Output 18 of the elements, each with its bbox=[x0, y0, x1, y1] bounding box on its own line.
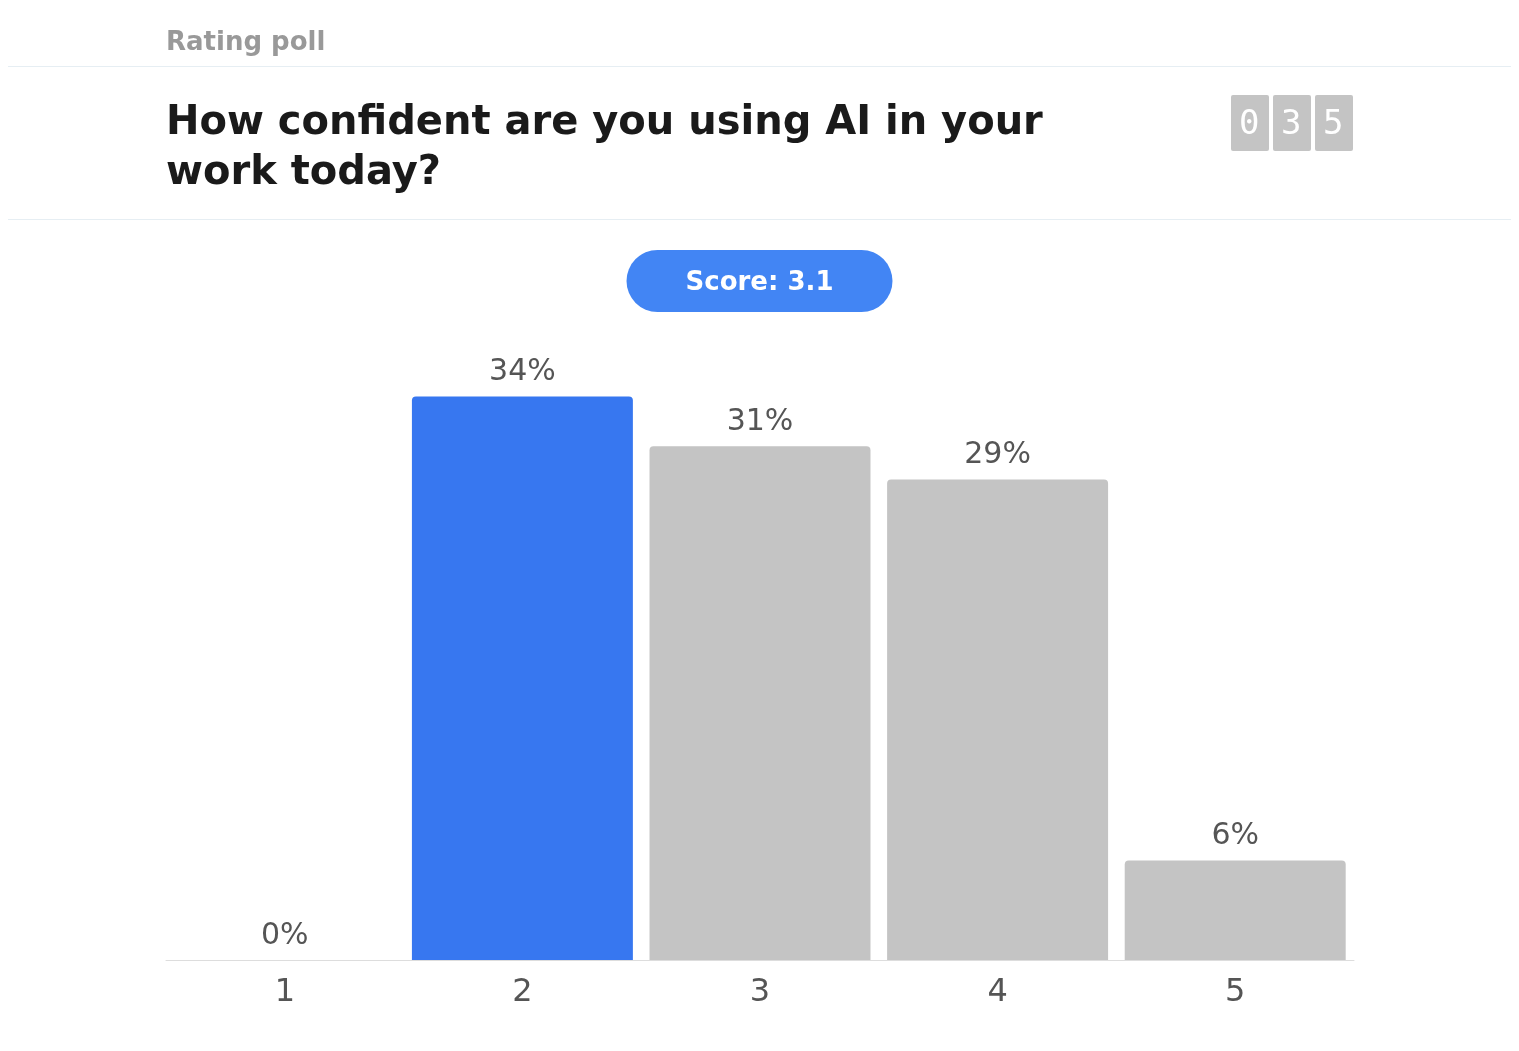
bar bbox=[887, 479, 1109, 960]
x-tick-label: 2 bbox=[512, 971, 533, 1009]
chart-subtitle: Rating poll bbox=[166, 26, 326, 56]
x-tick-label: 1 bbox=[274, 971, 295, 1009]
text: 035 bbox=[1239, 102, 1365, 142]
data-label: 29% bbox=[964, 434, 1031, 470]
text: Score: 3.1 bbox=[685, 266, 834, 296]
x-tick-label: 4 bbox=[987, 971, 1008, 1009]
data-label: 6% bbox=[1211, 816, 1259, 852]
bar bbox=[1124, 860, 1346, 960]
data-label: 34% bbox=[489, 352, 556, 388]
data-label: 31% bbox=[726, 401, 794, 437]
x-tick-label: 5 bbox=[1225, 971, 1246, 1009]
bar bbox=[649, 446, 871, 960]
x-tick-label: 3 bbox=[749, 971, 771, 1009]
bar bbox=[411, 396, 633, 960]
data-label: 0% bbox=[261, 915, 309, 951]
chart-title: How confident are you using AI in your work today? bbox=[166, 96, 1044, 195]
